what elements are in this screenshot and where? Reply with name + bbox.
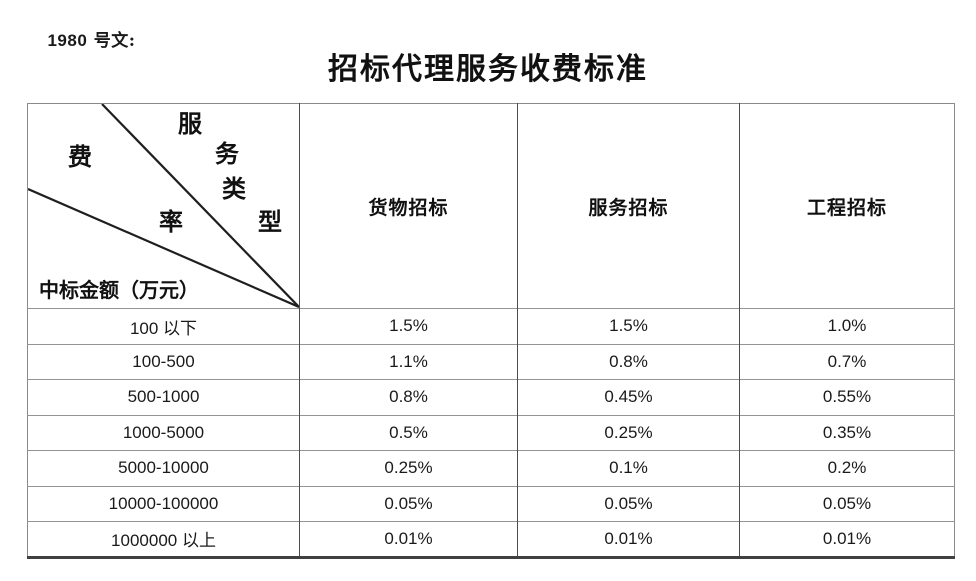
service-rate-cell: 0.01% (517, 521, 740, 557)
amount-range-cell: 5000-10000 (27, 450, 300, 486)
service-rate-cell: 1.5% (517, 308, 740, 344)
table-row: 1000-5000 0.5% 0.25% 0.35% (27, 414, 955, 451)
goods-rate-cell: 0.01% (299, 521, 518, 557)
corner-cell: 服 务 类 型 费 率 中标金额（万元） (28, 104, 300, 309)
corner-service-type-char: 服 (178, 109, 202, 138)
corner-fee-rate-char: 率 (159, 207, 183, 236)
page-title: 招标代理服务收费标准 (328, 52, 648, 87)
amount-range-cell: 100 以下 (27, 308, 300, 344)
diagonal-line-upper (101, 104, 300, 308)
works-rate-cell: 0.01% (739, 521, 955, 557)
doc-ref-label: 号文: (87, 31, 136, 51)
goods-rate-cell: 1.1% (299, 343, 518, 380)
col-header-goods: 货物招标 (299, 103, 518, 309)
table-row: 100-500 1.1% 0.8% 0.7% (27, 343, 955, 380)
doc-ref-number: 1980 (47, 31, 88, 50)
table-row: 100 以下 1.5% 1.5% 1.0% (27, 308, 955, 344)
amount-range-cell: 10000-100000 (27, 485, 300, 522)
table-row: 5000-10000 0.25% 0.1% 0.2% (27, 450, 955, 486)
works-rate-cell: 0.55% (739, 379, 955, 415)
service-rate-cell: 0.1% (517, 450, 740, 486)
goods-rate-cell: 0.5% (299, 414, 518, 451)
service-rate-cell: 0.45% (517, 379, 740, 415)
amount-range-cell: 500-1000 (27, 379, 300, 415)
works-rate-cell: 0.05% (739, 485, 955, 522)
works-rate-cell: 0.7% (739, 343, 955, 380)
works-rate-cell: 0.2% (739, 450, 955, 486)
table-header-row: 服 务 类 型 费 率 中标金额（万元） 货物招标 服务招标 工程招标 (28, 103, 955, 309)
goods-rate-cell: 0.25% (299, 450, 518, 486)
amount-range-cell: 1000-5000 (27, 414, 300, 451)
corner-amount-label: 中标金额（万元） (39, 278, 199, 302)
goods-rate-cell: 0.8% (299, 379, 518, 415)
corner-service-type-char: 类 (222, 174, 246, 203)
service-rate-cell: 0.8% (517, 343, 740, 380)
diagonal-line-lower (28, 187, 300, 309)
service-rate-cell: 0.05% (517, 485, 740, 522)
table-row: 500-1000 0.8% 0.45% 0.55% (27, 379, 955, 415)
diagonal-lines (28, 104, 300, 309)
amount-range-cell: 100-500 (27, 343, 300, 380)
works-rate-cell: 1.0% (739, 308, 955, 344)
table-row: 1000000 以上 0.01% 0.01% 0.01% (27, 521, 955, 557)
table-row: 10000-100000 0.05% 0.05% 0.05% (27, 485, 955, 522)
service-rate-cell: 0.25% (517, 414, 740, 451)
goods-rate-cell: 0.05% (299, 485, 518, 522)
corner-service-type-char: 型 (258, 207, 282, 236)
fee-table: 服 务 类 型 费 率 中标金额（万元） 货物招标 服务招标 工程招标 100 … (27, 103, 955, 559)
col-header-service: 服务招标 (517, 103, 740, 309)
works-rate-cell: 0.35% (739, 414, 955, 451)
goods-rate-cell: 1.5% (299, 308, 518, 344)
corner-fee-rate-char: 费 (68, 142, 92, 171)
col-header-works: 工程招标 (739, 103, 955, 309)
doc-ref: 1980 号文: (37, 6, 135, 51)
corner-service-type-char: 务 (215, 139, 239, 168)
amount-range-cell: 1000000 以上 (27, 521, 300, 557)
